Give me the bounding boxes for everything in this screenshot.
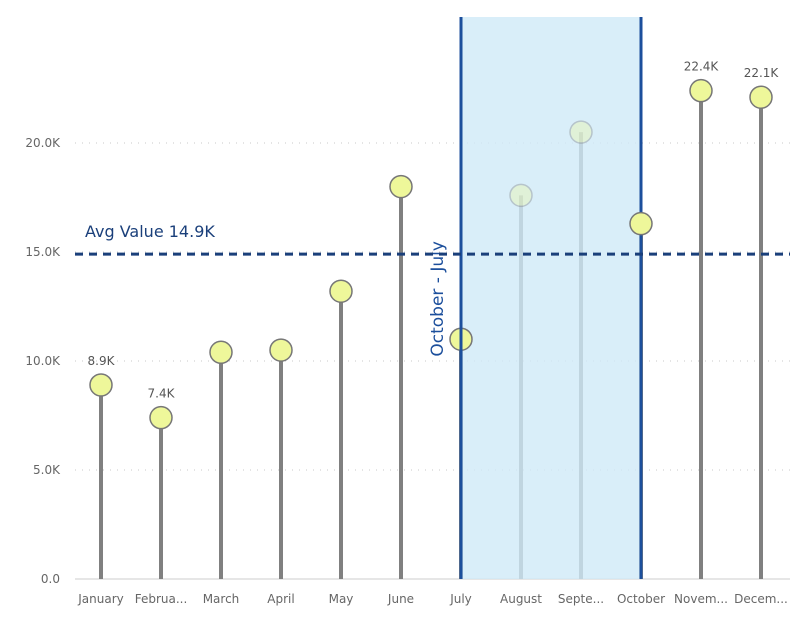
data-label: 22.1K	[744, 66, 780, 80]
x-tick-label: April	[267, 592, 294, 606]
band-label: October - July	[428, 241, 448, 357]
average-line-group: Avg Value 14.9K	[75, 222, 790, 256]
x-tick-label: Septe...	[558, 592, 604, 606]
y-tick-label: 5.0K	[33, 463, 61, 477]
average-line-label: Avg Value 14.9K	[85, 222, 215, 241]
x-tick-label: October	[617, 592, 665, 606]
marker	[209, 340, 233, 365]
marker	[329, 279, 353, 303]
band-fill	[461, 17, 641, 579]
markers	[89, 17, 773, 579]
x-axis: January Februa... March April May June July Aug…	[77, 592, 788, 606]
marker	[89, 373, 113, 397]
x-tick-label: August	[500, 592, 542, 606]
marker	[749, 85, 773, 109]
highlight-band: October - July	[428, 17, 643, 579]
x-tick-label: June	[387, 592, 414, 606]
y-axis: 0.0 5.0K 10.0K 15.0K 20.0K	[25, 136, 61, 586]
y-tick-label: 0.0	[41, 572, 60, 586]
data-labels: 8.9K 7.4K 22.4K 22.1K	[88, 60, 780, 401]
marker	[509, 183, 533, 208]
x-tick-label: Decem...	[734, 592, 788, 606]
y-tick-label: 10.0K	[25, 354, 61, 368]
x-tick-label: Novem...	[674, 592, 728, 606]
x-tick-label: January	[77, 592, 124, 606]
x-tick-label: May	[329, 592, 354, 606]
marker	[569, 120, 593, 144]
x-tick-label: July	[449, 592, 472, 606]
data-label: 8.9K	[88, 354, 116, 368]
marker	[689, 78, 713, 103]
marker	[629, 211, 653, 236]
x-tick-label: Februa...	[135, 592, 188, 606]
x-tick-label: March	[203, 592, 240, 606]
data-label: 7.4K	[148, 387, 176, 401]
gridlines	[75, 142, 790, 580]
y-tick-label: 15.0K	[25, 245, 61, 259]
marker	[149, 405, 173, 430]
marker	[269, 338, 293, 362]
data-label: 22.4K	[684, 60, 720, 74]
marker	[389, 174, 413, 199]
y-tick-label: 20.0K	[25, 136, 61, 150]
